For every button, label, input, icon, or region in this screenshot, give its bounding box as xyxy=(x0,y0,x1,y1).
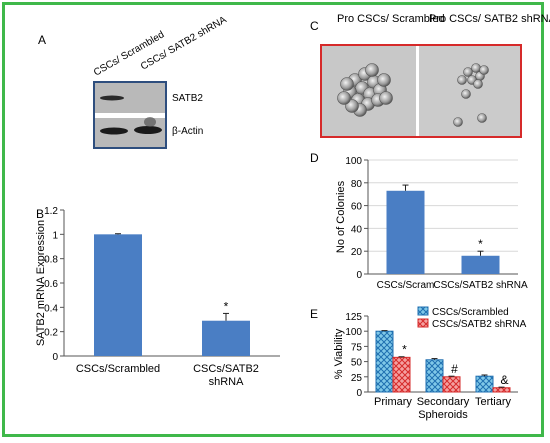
spheroid-scrambled xyxy=(337,63,393,117)
y-tick-label: 0.6 xyxy=(44,279,58,290)
figure-frame xyxy=(2,2,544,437)
cell-10 xyxy=(340,77,354,91)
bar-2-1 xyxy=(492,387,511,393)
y-axis-label: SATB2 mRNA Expression xyxy=(35,220,47,346)
cell-8 xyxy=(453,117,463,127)
chart-e: 0 25 50 75 100 125% Viability * Primary # Seconda… xyxy=(333,306,527,421)
category-label-2: Tertiary xyxy=(475,396,512,408)
bar-0-1 xyxy=(392,356,411,393)
category-label-0: CSCs/Scrambled xyxy=(76,363,160,375)
chart-d: 0 20 40 60 80 100 No of Colonies CSCs/Scram * CSC… xyxy=(335,156,528,291)
micro-label-shrna: Pro CSCs/ SATB2 shRNA xyxy=(429,13,550,25)
actin-band-shrna xyxy=(134,126,162,134)
cell-15 xyxy=(379,91,393,105)
bar-0-0 xyxy=(94,234,142,356)
cell-16 xyxy=(337,91,351,105)
category-label-line: CSCs/SATB2 shRNA xyxy=(433,280,528,291)
actin-band-scrambled xyxy=(100,127,128,135)
band-label-actin: β-Actin xyxy=(172,126,203,137)
y-tick-label: 75 xyxy=(351,342,363,353)
micro-label-scrambled: Pro CSCs/ Scrambled xyxy=(337,13,445,25)
cell-7 xyxy=(461,89,471,99)
category-label-1: Secondary Spheroids xyxy=(417,396,470,421)
y-tick-label: 0.2 xyxy=(44,328,58,339)
category-label-1: CSCs/SATB2 shRNA xyxy=(193,363,259,388)
y-tick-label: 1 xyxy=(52,230,58,241)
legend-swatch-0 xyxy=(417,306,429,316)
cell-11 xyxy=(377,73,391,87)
category-label-line: Tertiary xyxy=(475,396,512,408)
satb2-band-scrambled xyxy=(100,95,124,101)
chart-b: 0 0.2 0.4 0.6 0.8 1 1.2 SATB2 mRNA Expression CS… xyxy=(35,206,280,388)
category-label-line: Primary xyxy=(374,396,412,408)
y-tick-label: 125 xyxy=(345,312,362,323)
cell-6 xyxy=(473,79,483,89)
y-tick-label: 60 xyxy=(351,202,363,213)
category-label-line: CSCs/Scrambled xyxy=(76,363,160,375)
y-tick-label: 20 xyxy=(351,247,363,258)
cell-12 xyxy=(365,63,379,77)
y-tick-label: 0.4 xyxy=(44,303,58,314)
y-axis-label: % Viability xyxy=(333,328,345,379)
y-tick-label: 100 xyxy=(345,156,362,167)
panel-label-d: D xyxy=(310,151,319,165)
panel-label-c: C xyxy=(310,19,319,33)
significance-mark: * xyxy=(224,299,229,313)
y-tick-label: 100 xyxy=(345,327,362,338)
category-label-line: CSCs/Scram xyxy=(377,280,435,291)
significance-mark: * xyxy=(478,237,483,251)
y-tick-label: 0 xyxy=(356,388,362,399)
panel-label-b: B xyxy=(36,207,44,221)
legend-label-1: CSCs/SATB2 shRNA xyxy=(432,319,527,330)
category-label-0: CSCs/Scram xyxy=(377,280,435,291)
category-label-line: Spheroids xyxy=(418,409,468,421)
bar-1-0 xyxy=(202,320,250,356)
y-tick-label: 80 xyxy=(351,179,363,190)
cell-5 xyxy=(457,75,467,85)
category-label-line: CSCs/SATB2 xyxy=(193,363,259,375)
bar-0-0 xyxy=(386,190,425,274)
y-tick-label: 0 xyxy=(356,270,362,281)
bar-1-0 xyxy=(461,255,500,274)
y-axis-label: No of Colonies xyxy=(335,180,347,253)
spheroid-shrna xyxy=(453,63,489,127)
band-label-satb2: SATB2 xyxy=(172,93,203,104)
panel-label-e: E xyxy=(310,307,318,321)
micrograph-divider xyxy=(416,46,419,136)
category-label-line: Secondary xyxy=(417,396,470,408)
micro-label-shrna-line1: Pro CSCs/ SATB2 shRNA xyxy=(429,13,550,25)
actin-band-shrna-smear xyxy=(144,117,156,127)
legend-swatch-1 xyxy=(417,318,429,328)
bar-1-0 xyxy=(425,359,444,393)
cell-0 xyxy=(463,67,473,77)
micro-label-scrambled-line1: Pro CSCs/ Scrambled xyxy=(337,13,445,25)
y-tick-label: 40 xyxy=(351,224,363,235)
cell-1 xyxy=(471,63,481,73)
category-label-0: Primary xyxy=(374,396,412,408)
significance-mark: # xyxy=(451,362,458,376)
significance-mark: * xyxy=(402,343,407,357)
y-tick-label: 25 xyxy=(351,373,363,384)
bar-2-0 xyxy=(475,375,494,393)
legend-label-0: CSCs/Scrambled xyxy=(432,307,509,318)
y-tick-label: 0.8 xyxy=(44,255,58,266)
significance-mark: & xyxy=(500,373,508,387)
y-tick-label: 50 xyxy=(351,358,363,369)
y-tick-label: 1.2 xyxy=(44,206,58,217)
blot-divider xyxy=(95,113,165,118)
micrograph-border xyxy=(320,44,522,138)
category-label-1: CSCs/SATB2 shRNA xyxy=(433,280,528,291)
cell-9 xyxy=(477,113,487,123)
bar-0-0 xyxy=(375,330,394,393)
panel-label-a: A xyxy=(38,33,46,47)
bar-1-1 xyxy=(442,376,461,393)
y-tick-label: 0 xyxy=(52,352,58,363)
cell-4 xyxy=(479,65,489,75)
category-label-line: shRNA xyxy=(209,376,245,388)
